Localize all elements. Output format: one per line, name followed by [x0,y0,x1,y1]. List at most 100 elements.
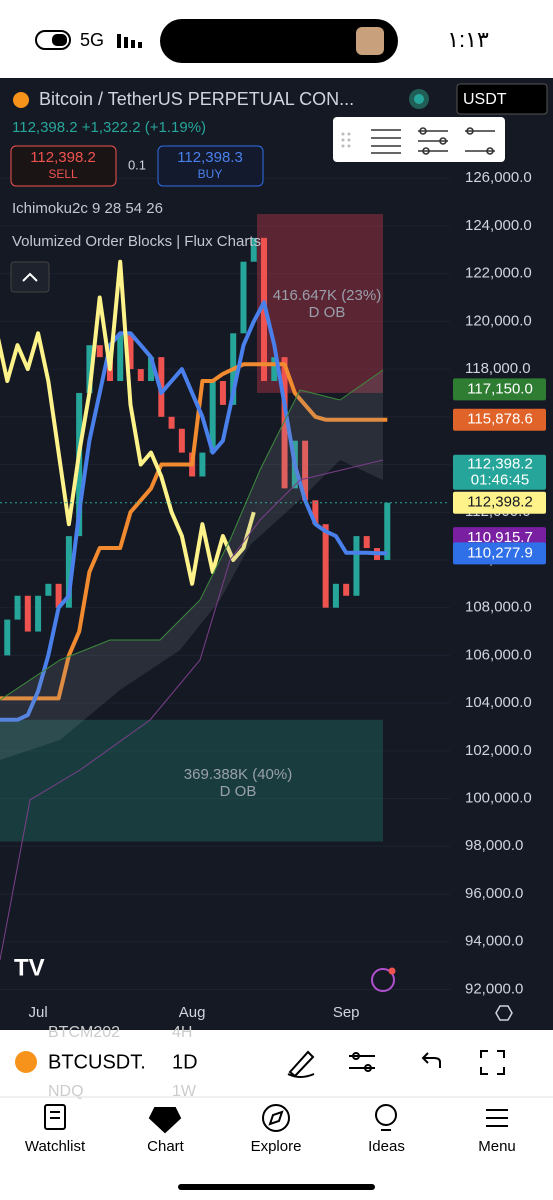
candle [312,500,319,525]
countdown: 01:46:45 [471,472,529,489]
candle [271,357,278,382]
y-tick-label: 94,000.0 [465,933,523,950]
y-tick-label: 102,000.0 [465,742,532,759]
price-tag [453,491,546,514]
candle [35,595,42,632]
ghost-interval: 4H [172,1024,192,1041]
candle [384,502,391,560]
y-tick-label: 106,000.0 [465,646,532,663]
x-tick-label: Sep [333,1004,360,1021]
drawing-toolbar [333,117,505,162]
price-tag-label: 110,277.9 [467,544,533,561]
ghost-symbol: BTCM202 [48,1024,120,1041]
candle [4,619,11,656]
collapse-button[interactable] [10,261,50,293]
price-tag [453,454,546,490]
signal [117,34,142,48]
y-tick-label: 124,000.0 [465,217,532,234]
candle [178,428,185,453]
nav-item[interactable]: Ideas [368,1138,405,1155]
nav-icons [44,1104,508,1134]
candle [168,416,175,429]
candle [363,536,370,549]
currency: USDT [463,91,507,108]
candle [240,261,247,334]
y-tick-label: 96,000.0 [465,885,523,902]
indicator-line [0,300,388,722]
y-tick-label: 118,000.0 [465,360,531,377]
order-block [0,719,383,842]
alert-badge [388,967,396,975]
candle [148,357,155,382]
candle [65,536,72,608]
candle [55,583,62,608]
order-block-label: 369.388K (40%) [184,766,292,783]
toolbar-icons[interactable] [287,1050,505,1078]
sell-button[interactable] [10,145,117,187]
bottom-panel [0,1030,553,1200]
battery [35,30,71,50]
price-tag-label: 117,150.0 [467,380,533,397]
nav-item[interactable]: Menu [478,1138,516,1155]
coin-icon [13,92,29,108]
candle [353,536,360,596]
home-indicator [178,1184,375,1190]
candle [127,333,134,370]
currency-select[interactable] [456,83,548,115]
collapse-icon [22,272,38,282]
y-tick-label: 122,000.0 [465,265,532,282]
battery-level [52,34,67,46]
candle [86,345,93,393]
candle [14,595,21,620]
price-tag-label: 112,398.2 [467,456,533,473]
candle [343,583,350,596]
indicator-line [0,362,388,701]
indicator-line [0,259,256,586]
nav-bar: Watchlist Chart Explore Ideas Menu [25,1138,516,1155]
alert-icon[interactable] [371,968,395,992]
settings-icon[interactable] [495,1005,513,1021]
dynamic-island [160,19,398,63]
candle [24,595,31,632]
price-tag [453,542,546,565]
candle [117,333,124,382]
cloud [0,370,383,760]
candle [302,440,309,501]
candle [250,237,257,262]
nav-item[interactable]: Explore [251,1138,302,1155]
indicator[interactable]: Volumized Order Blocks | Flux Charts [12,233,261,250]
price-tag-label: 115,878.6 [467,411,533,428]
sell-price: 112,398.2 [30,149,96,166]
toolbar-interval[interactable]: 1D [172,1051,198,1073]
ghost-interval: 1W [172,1083,197,1100]
price-tag-label: 112,398.2 [467,494,533,511]
nav-item[interactable]: Watchlist [25,1138,86,1155]
y-tick-label: 98,000.0 [465,837,523,854]
quote: 112,398.2 +1,322.2 (+1.19%) [12,119,206,136]
candle [281,357,288,489]
y-tick-label: 126,000.0 [465,169,532,186]
y-tick-label: 120,000.0 [465,312,532,329]
toolbar-icons [371,127,495,155]
x-axis-band [0,998,553,1030]
candle [45,583,52,596]
nav-item[interactable]: Chart [147,1138,185,1155]
buy-button[interactable] [157,145,264,187]
avatar [356,27,384,55]
candle [137,369,144,382]
price-tag [453,378,546,401]
drag-handle [341,132,351,148]
symbol[interactable]: Bitcoin / TetherUS PERPETUAL CON... [39,89,354,109]
quantity[interactable]: 0.1 [128,157,146,172]
price-tag-label: 110,915.7 [467,529,533,546]
market-status-dot [414,94,424,104]
x-tick-label: Jul [28,1004,47,1021]
toolbar-symbol[interactable]: BTCUSDT. [48,1051,146,1073]
order-block-type: D OB [309,304,346,321]
coin-icon [15,1051,37,1073]
indicator[interactable]: Ichimoku2c 9 28 54 26 [12,200,163,217]
candle [332,583,339,608]
cloud-edge [0,459,384,961]
y-tick-label: 92,000.0 [465,980,523,997]
